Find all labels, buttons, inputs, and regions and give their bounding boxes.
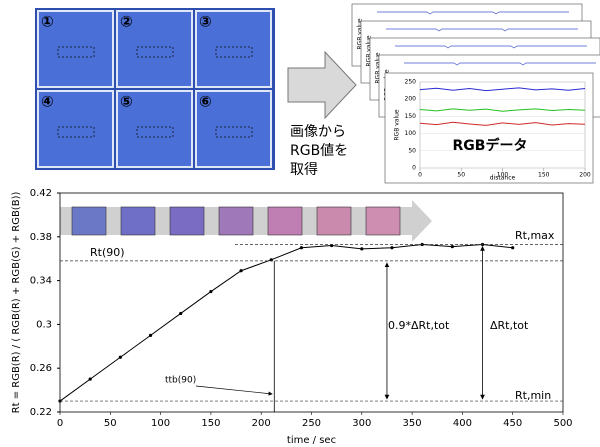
color-swatch [120, 206, 156, 236]
x-tick-label: 150 [538, 172, 550, 179]
x-tick-label: 50 [457, 172, 465, 179]
y-label: RGB value [366, 35, 373, 67]
data-point [390, 246, 394, 250]
main-chart: 0.22 0.26 0.3 0.34 0.38 0.42 0 50 100 150 200 250 30… [11, 188, 573, 446]
roi [136, 46, 174, 58]
y-axis-label: Rt = RGB(R) / ( RGB(R) + RGB(G) + RGB(B)… [11, 192, 22, 414]
y-axis-label: RGB value [394, 109, 401, 141]
x-tick-label: 50 [104, 418, 117, 429]
well-label: ④ [41, 93, 54, 111]
annotation: Rt(90) [90, 246, 125, 259]
well [195, 10, 272, 88]
caption: 取得 [290, 161, 318, 178]
roi [57, 126, 95, 138]
y-tick-label: 50 [408, 147, 416, 154]
y-tick-label: 0.3 [36, 319, 52, 330]
annotation: Rt,min [515, 389, 551, 402]
process-arrow [287, 50, 357, 120]
x-axis-label: distance [490, 175, 516, 182]
well [37, 90, 114, 168]
decor-line [404, 62, 596, 66]
color-swatch [316, 206, 352, 236]
data-point [360, 247, 364, 251]
data-point [511, 246, 515, 250]
y-label: RGB value [375, 52, 382, 84]
x-tick-label: 450 [503, 418, 522, 429]
roi [57, 46, 95, 58]
y-tick-label: 100 [405, 130, 417, 137]
data-point [118, 355, 122, 359]
x-tick-label: 0 [418, 172, 422, 179]
well-label: ⑤ [120, 93, 133, 111]
caption: 画像から [290, 124, 346, 140]
data-point [299, 246, 304, 250]
x-tick-label: 100 [497, 172, 509, 179]
well [116, 10, 193, 88]
color-swatch [218, 206, 254, 236]
annotation: ttb(90) [165, 376, 196, 386]
y-tick-label: 200 [405, 96, 417, 103]
data-caption: RGBデータ [453, 137, 528, 154]
x-tick-label: 500 [553, 418, 572, 429]
y-tick-label: 0.26 [30, 363, 52, 374]
x-tick-label: 300 [352, 418, 371, 429]
rgb-chart: 0 50 100 150 200 250 0 50 100 150 200 distance RGB v… [384, 72, 594, 184]
y-label: RGB value [357, 18, 364, 50]
data-point [209, 289, 213, 294]
y-tick-label: 0.34 [30, 276, 52, 287]
x-tick-label: 350 [403, 418, 422, 429]
y-tick-label: 250 [405, 79, 417, 86]
well-label: ② [120, 13, 133, 31]
decor-line [377, 11, 569, 15]
well [37, 10, 114, 88]
data-point [148, 333, 153, 337]
annotation: ΔRt,tot [490, 319, 529, 332]
data-point [450, 245, 454, 249]
color-swatch [365, 206, 401, 236]
well [195, 90, 272, 168]
well-label: ① [41, 13, 54, 31]
y-tick-label: 0 [412, 165, 416, 172]
y-tick-label: 0.22 [30, 407, 52, 418]
data-point [239, 269, 243, 273]
y-tick-label: 150 [405, 113, 417, 120]
x-tick-label: 400 [453, 418, 472, 429]
data-line [419, 121, 586, 126]
well-label: ⑥ [199, 93, 212, 111]
annotation: Rt,max [515, 229, 555, 242]
data-line [59, 243, 513, 402]
x-tick-label: 250 [302, 418, 321, 429]
data-point [179, 311, 183, 316]
x-axis-label: time / sec [287, 435, 336, 446]
caption: RGB値を [290, 143, 348, 159]
pointer [195, 385, 273, 396]
x-tick-label: 150 [201, 418, 220, 429]
y-tick-label: 0.42 [30, 188, 52, 199]
roi [215, 46, 253, 58]
decor-line [395, 45, 587, 49]
color-swatch [71, 206, 107, 236]
decor-line [386, 28, 578, 32]
x-tick-label: 100 [151, 418, 170, 429]
color-swatch [169, 206, 205, 236]
well-label: ③ [199, 13, 212, 31]
annotation: 0.9*ΔRt,tot [388, 319, 450, 332]
roi [136, 126, 174, 138]
x-tick-label: 0 [57, 418, 63, 429]
data-line [419, 108, 586, 112]
chart-frame [384, 72, 594, 184]
roi [215, 126, 253, 138]
x-tick-label: 200 [252, 418, 271, 429]
y-tick-label: 0.38 [30, 232, 52, 243]
x-tick-label: 200 [579, 172, 591, 179]
data-point [88, 377, 92, 381]
well [116, 90, 193, 168]
color-swatch [267, 206, 303, 236]
data-line [419, 87, 586, 92]
